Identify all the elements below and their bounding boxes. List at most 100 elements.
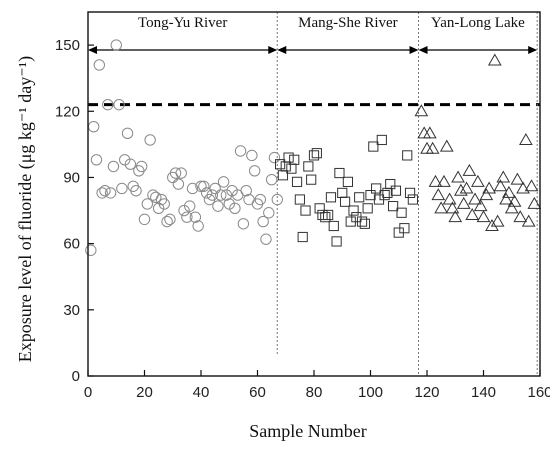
square-point <box>371 183 382 194</box>
circle-point <box>164 213 176 226</box>
triangle-point <box>462 163 477 176</box>
triangle-point <box>479 188 494 201</box>
circle-point <box>169 167 182 179</box>
square-point <box>294 194 305 205</box>
triangle-point <box>445 201 460 214</box>
circle-point <box>215 189 227 201</box>
triangle-point <box>510 172 525 185</box>
region-label: Tong-Yu River <box>138 15 227 31</box>
square-point <box>348 205 359 216</box>
circle-point <box>144 134 156 146</box>
square-point <box>291 176 303 187</box>
square-point <box>314 203 325 214</box>
circle-point <box>220 189 233 201</box>
circle-point <box>102 98 114 111</box>
circle-point <box>138 213 151 226</box>
triangle-point <box>459 181 474 194</box>
square-point <box>399 223 410 234</box>
y-tick-label: 150 <box>55 37 80 54</box>
circle-point <box>257 215 269 228</box>
circle-point <box>240 184 252 197</box>
square-point <box>379 190 390 201</box>
circle-point <box>186 182 199 195</box>
circle-point <box>90 154 103 166</box>
circle-point <box>229 202 241 215</box>
circle-point <box>265 173 278 186</box>
y-axis-title: Exposure level of fluoride (μg kg⁻¹ day⁻… <box>15 56 36 362</box>
triangle-point <box>473 199 488 212</box>
circle-point <box>254 193 267 206</box>
circle-point <box>268 151 281 164</box>
circle-point <box>110 39 122 51</box>
circle-point <box>99 184 111 197</box>
circle-point <box>87 121 100 133</box>
triangle-point <box>487 53 502 66</box>
x-tick-label: 80 <box>306 384 323 401</box>
region-label: Mang-She River <box>298 15 398 31</box>
square-point <box>339 196 351 207</box>
plot-frame <box>87 11 541 377</box>
square-point <box>283 152 294 163</box>
region-annotations: Tong-Yu River Mang-She River Yan-Long Lake <box>88 12 540 376</box>
triangle-point <box>519 132 533 145</box>
circle-point <box>271 193 283 206</box>
square-point <box>382 187 393 198</box>
square-point <box>396 207 407 218</box>
square-point <box>275 159 286 170</box>
circle-point <box>124 158 137 170</box>
square-point <box>342 176 353 187</box>
x-tick-label: 0 <box>84 384 92 401</box>
square-point <box>354 192 365 203</box>
region-arrowhead-right <box>409 46 419 54</box>
triangle-point <box>422 126 437 139</box>
circle-point <box>119 154 131 166</box>
axes: 0 20 40 60 80 100 120 140 160 0 30 60 90 120 150 <box>55 37 550 401</box>
circle-point <box>217 176 230 188</box>
triangle-point <box>493 179 508 192</box>
square-point <box>376 134 387 146</box>
circle-point <box>184 200 196 212</box>
region-arrowhead-left <box>418 46 428 54</box>
y-tick-label: 30 <box>63 302 80 319</box>
triangle-point <box>521 214 536 227</box>
region-arrowhead-left <box>277 46 287 54</box>
y-tick-label: 90 <box>63 169 80 186</box>
square-point <box>334 167 345 179</box>
circle-point <box>246 149 258 162</box>
square-point <box>368 141 379 152</box>
circle-point <box>93 59 106 71</box>
circle-point <box>237 218 250 230</box>
circle-point <box>181 211 193 223</box>
triangle-point <box>470 174 485 187</box>
square-point <box>385 178 396 190</box>
circle-point <box>96 187 108 199</box>
circle-point <box>175 167 187 179</box>
triangle-point <box>476 210 491 223</box>
circle-point <box>206 189 219 201</box>
triangle-point <box>504 201 519 214</box>
circle-point <box>198 180 210 192</box>
triangle-point <box>485 218 499 231</box>
region-label: Yan-Long Lake <box>431 15 525 31</box>
triangle-point <box>527 196 542 209</box>
square-point <box>289 154 300 165</box>
square-point <box>407 194 418 205</box>
circle-point <box>85 244 97 256</box>
x-tick-label: 160 <box>527 384 550 401</box>
triangle-point <box>454 183 468 196</box>
triangle-point <box>434 201 448 214</box>
square-point <box>337 187 348 198</box>
square-point <box>359 218 370 229</box>
circle-point <box>226 184 238 197</box>
square-point <box>303 161 314 172</box>
region-arrowhead-left <box>88 46 97 54</box>
triangle-point <box>499 192 513 205</box>
square-point <box>280 161 291 172</box>
y-tick-label: 0 <box>72 368 80 385</box>
square-point <box>297 231 308 243</box>
circle-point <box>130 184 142 197</box>
square-point <box>317 209 328 221</box>
square-point <box>286 163 297 174</box>
circle-point <box>107 160 120 173</box>
